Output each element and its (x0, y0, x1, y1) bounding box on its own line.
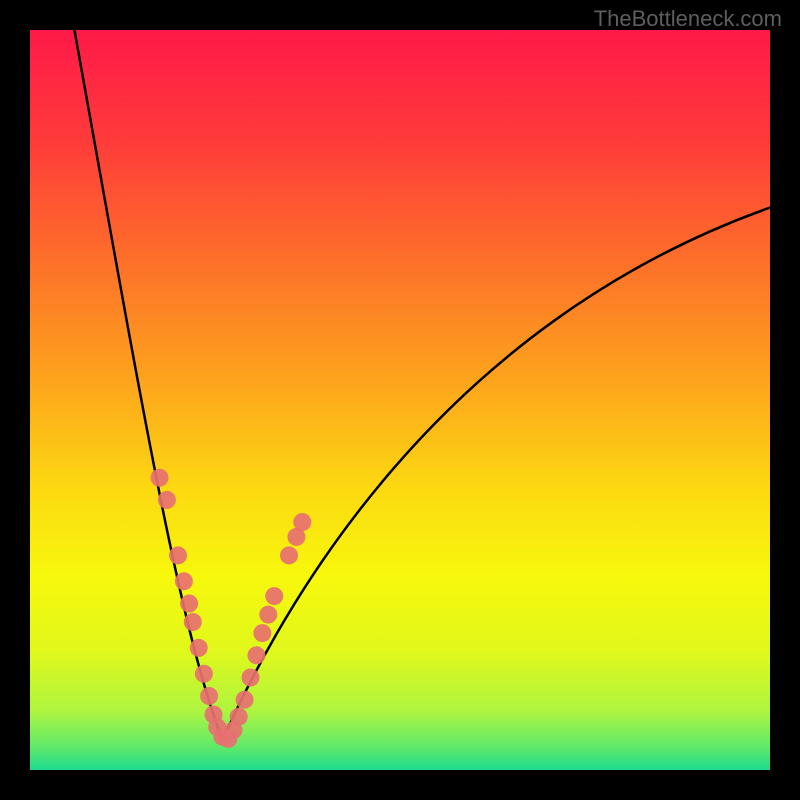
data-marker (175, 572, 193, 590)
data-marker (230, 708, 248, 726)
chart-plot-area (30, 30, 770, 770)
data-marker (151, 469, 169, 487)
data-marker (200, 687, 218, 705)
data-marker (247, 646, 265, 664)
data-marker (253, 624, 271, 642)
data-marker (180, 595, 198, 613)
data-marker (293, 513, 311, 531)
data-marker (190, 639, 208, 657)
data-marker (184, 613, 202, 631)
data-marker (169, 546, 187, 564)
data-marker (280, 546, 298, 564)
data-marker (259, 606, 277, 624)
data-marker (242, 669, 260, 687)
watermark-text: TheBottleneck.com (594, 6, 782, 32)
data-marker (236, 691, 254, 709)
data-marker (265, 587, 283, 605)
data-marker (158, 491, 176, 509)
data-marker (195, 665, 213, 683)
